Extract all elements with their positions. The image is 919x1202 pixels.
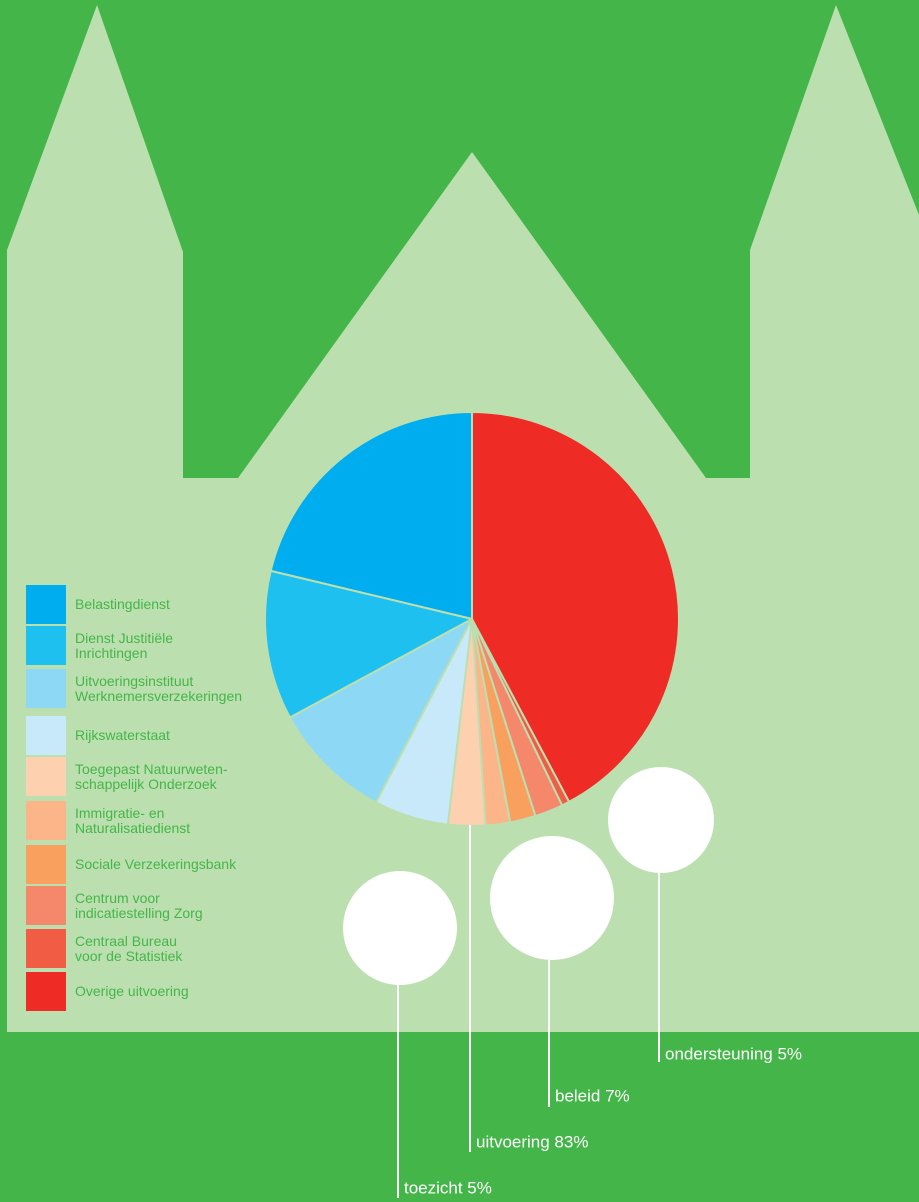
pie-slice [264, 569, 475, 719]
legend-label: Dienst Justitiële Inrichtingen [75, 629, 174, 661]
legend-swatch [26, 669, 66, 708]
legend-label: Sociale Verzekeringsbank [75, 856, 237, 872]
callout-label: toezicht 5% [404, 1178, 492, 1197]
pie-slice [471, 410, 680, 804]
legend-label: Uitvoeringsinstituut Werknemersverzekeri… [75, 672, 243, 704]
legend-label: Toegepast Natuurweten- schappelijk Onder… [75, 760, 228, 792]
legend-label: Immigratie- en Naturalisatiedienst [75, 804, 191, 836]
legend-swatch [26, 716, 66, 755]
legend-swatch [26, 801, 66, 840]
legend-swatch [26, 585, 66, 624]
callout-label: beleid 7% [555, 1086, 630, 1105]
pie-slice [288, 616, 475, 804]
callout-label: ondersteuning 5% [665, 1044, 802, 1063]
legend-swatch [26, 626, 66, 665]
legend-label: Belastingdienst [75, 596, 170, 612]
legend-label: Centraal Bureau voor de Statistiek [75, 932, 183, 964]
callout-circle [490, 836, 614, 960]
callout-circle [608, 767, 714, 873]
callout-label: uitvoering 83% [476, 1132, 588, 1151]
legend-swatch [26, 757, 66, 796]
legend-swatch [26, 845, 66, 884]
legend-swatch [26, 972, 66, 1011]
pie-slice [269, 410, 473, 621]
legend-label: Centrum voor indicatiestelling Zorg [75, 889, 203, 921]
legend-swatch [26, 929, 66, 968]
legend-swatch [26, 886, 66, 925]
legend-label: Rijkswaterstaat [75, 727, 170, 743]
legend-label: Overige uitvoering [75, 983, 189, 999]
callout-circle [343, 871, 457, 985]
